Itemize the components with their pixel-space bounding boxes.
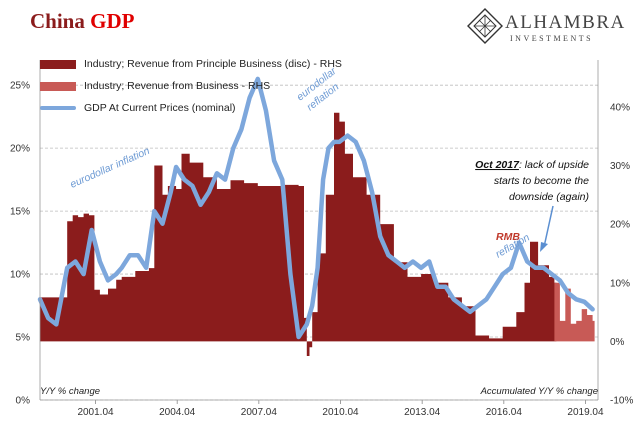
title-word-2: GDP bbox=[90, 9, 135, 33]
axes bbox=[39, 60, 599, 404]
note-line-3: downside (again) bbox=[509, 191, 589, 203]
annotation-eurodollar-inflation: eurodollar inflation bbox=[68, 145, 151, 191]
legend-label-business: Industry; Revenue from Business - RHS bbox=[84, 80, 271, 92]
note-bold: Oct 2017 bbox=[475, 159, 520, 171]
legend: Industry; Revenue from Principle Busines… bbox=[40, 53, 342, 119]
x-tick-label: 2019.04 bbox=[567, 407, 604, 418]
note-arrowhead bbox=[540, 242, 548, 252]
legend-swatch-blue-line bbox=[40, 106, 76, 110]
x-tick-label: 2004.04 bbox=[159, 407, 196, 418]
note-arrow bbox=[543, 205, 554, 248]
series-lines bbox=[37, 76, 595, 340]
legend-item-business: Industry; Revenue from Business - RHS bbox=[40, 75, 342, 97]
x-tick-label: 2007.04 bbox=[241, 407, 278, 418]
y-right-tick-label: 30% bbox=[610, 161, 630, 172]
x-tick-label: 2010.04 bbox=[322, 407, 359, 418]
area-series-1 bbox=[554, 282, 595, 342]
logo-subtitle: INVESTMENTS bbox=[510, 34, 594, 43]
note-line-2: starts to become the bbox=[494, 175, 589, 187]
y-right-tick-label: 0% bbox=[610, 337, 625, 348]
y-left-tick-label: 5% bbox=[16, 333, 31, 344]
y-left-tick-label: 20% bbox=[10, 144, 30, 155]
legend-item-principle-business: Industry; Revenue from Principle Busines… bbox=[40, 53, 342, 75]
chart-title: China GDP bbox=[30, 9, 134, 34]
x-tick-label: 2013.04 bbox=[404, 407, 441, 418]
logo: ALHAMBRA INVESTMENTS bbox=[467, 8, 637, 48]
y-left-tick-label: 25% bbox=[10, 81, 30, 92]
logo-diamond-icon bbox=[467, 8, 503, 44]
y-left-tick-label: 0% bbox=[16, 396, 31, 407]
area-series-0 bbox=[40, 112, 557, 356]
legend-item-gdp: GDP At Current Prices (nominal) bbox=[40, 97, 342, 119]
note-line-1: Oct 2017: lack of upside bbox=[475, 159, 589, 171]
y-right-tick-label: 10% bbox=[610, 278, 630, 289]
legend-label-gdp: GDP At Current Prices (nominal) bbox=[84, 102, 236, 114]
y-left-axis-label: Y/Y % change bbox=[40, 386, 100, 397]
legend-swatch-dark-red bbox=[40, 59, 76, 69]
legend-label-principle-business: Industry; Revenue from Principle Busines… bbox=[84, 58, 342, 70]
annotation-rmb: RMB bbox=[496, 231, 520, 243]
y-left-tick-label: 15% bbox=[10, 207, 30, 218]
logo-name: ALHAMBRA bbox=[505, 12, 626, 33]
y-right-axis-label: Accumulated Y/Y % change bbox=[480, 386, 598, 397]
x-tick-label: 2016.04 bbox=[486, 407, 523, 418]
note-line-1-rest: : lack of upside bbox=[519, 159, 589, 171]
y-right-tick-label: 40% bbox=[610, 102, 630, 113]
title-word-1: China bbox=[30, 9, 85, 33]
y-right-tick-label: -10% bbox=[610, 396, 633, 407]
legend-swatch-light-red bbox=[40, 81, 76, 91]
y-left-tick-label: 10% bbox=[10, 270, 30, 281]
series-areas bbox=[40, 112, 595, 356]
x-tick-label: 2001.04 bbox=[77, 407, 114, 418]
y-right-tick-label: 20% bbox=[610, 220, 630, 231]
tick-labels: 0% 5% 10% 15% 20% 25% -10% 0% 10% 20% 30% 40% 2001.0… bbox=[10, 81, 633, 418]
line-series-gdp bbox=[37, 76, 595, 340]
